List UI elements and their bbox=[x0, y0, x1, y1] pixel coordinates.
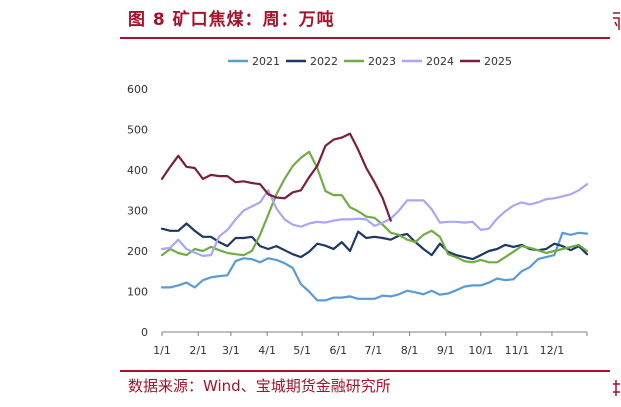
y-tick-label: 100 bbox=[127, 286, 148, 299]
series-line-2024 bbox=[160, 183, 589, 257]
series-line-2021 bbox=[160, 231, 589, 302]
y-axis: 0 100 200 300 400 500 600 bbox=[127, 83, 148, 339]
y-tick-label: 400 bbox=[127, 164, 148, 177]
x-tick-label: 12/1 bbox=[540, 344, 565, 357]
legend-label-2025: 2025 bbox=[484, 55, 512, 68]
chart-legend: 2021 2022 2023 2024 2025 bbox=[228, 55, 512, 68]
source-note: 数据来源：Wind、宝城期货金融研究所 bbox=[128, 377, 391, 395]
x-tick-label: 1/1 bbox=[153, 344, 171, 357]
x-tick-label: 3/1 bbox=[222, 344, 240, 357]
x-tick-label: 4/1 bbox=[258, 344, 276, 357]
plot-lines bbox=[160, 132, 589, 302]
x-tick-label: 11/1 bbox=[505, 344, 530, 357]
series-line-2025 bbox=[160, 132, 392, 222]
title-rule bbox=[120, 37, 610, 39]
legend-label-2021: 2021 bbox=[252, 55, 280, 68]
y-tick-label: 600 bbox=[127, 83, 148, 96]
legend-label-2022: 2022 bbox=[310, 55, 338, 68]
y-tick-label: 200 bbox=[127, 245, 148, 258]
figure-title: 图 8 矿口焦煤：周：万吨 bbox=[128, 10, 335, 30]
x-tick-label: 5/1 bbox=[293, 344, 311, 357]
x-tick-label: 7/1 bbox=[365, 344, 383, 357]
legend-label-2024: 2024 bbox=[426, 55, 454, 68]
x-tick-label: 6/1 bbox=[329, 344, 347, 357]
next-page-edge-mark-bottom bbox=[613, 380, 620, 396]
series-line-2023 bbox=[160, 150, 589, 264]
x-tick-label: 8/1 bbox=[401, 344, 419, 357]
y-tick-label: 0 bbox=[141, 326, 148, 339]
x-tick-label: 10/1 bbox=[468, 344, 493, 357]
source-rule bbox=[120, 370, 610, 372]
x-axis: 1/1 2/1 3/1 4/1 5/1 6/1 7/1 8/1 9/1 10/1 11/1 12/1 bbox=[153, 331, 588, 357]
series-line-2022 bbox=[160, 222, 589, 261]
y-tick-label: 500 bbox=[127, 124, 148, 137]
y-tick-label: 300 bbox=[127, 205, 148, 218]
legend-label-2023: 2023 bbox=[368, 55, 396, 68]
x-tick-label: 9/1 bbox=[437, 344, 455, 357]
next-page-edge-mark bbox=[613, 12, 620, 30]
line-chart: 2021 2022 2023 2024 2025 0 100 200 300 400 500 600… bbox=[127, 55, 589, 357]
x-tick-label: 2/1 bbox=[189, 344, 207, 357]
